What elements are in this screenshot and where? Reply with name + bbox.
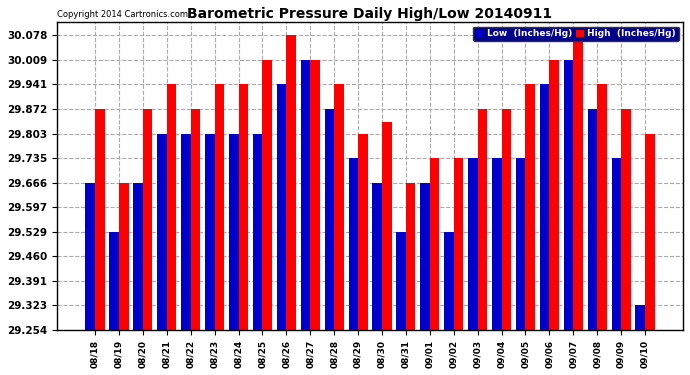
Bar — [382, 122, 391, 330]
Legend: Low  (Inches/Hg), High  (Inches/Hg): Low (Inches/Hg), High (Inches/Hg) — [473, 27, 678, 41]
Bar — [502, 109, 511, 330]
Bar — [95, 109, 105, 330]
Bar — [229, 134, 239, 330]
Bar — [573, 35, 583, 330]
Bar — [110, 232, 119, 330]
Bar — [526, 84, 535, 330]
Bar — [611, 158, 621, 330]
Bar — [262, 60, 272, 330]
Bar — [549, 60, 559, 330]
Bar — [477, 109, 487, 330]
Bar — [143, 109, 152, 330]
Bar — [119, 183, 128, 330]
Bar — [635, 305, 645, 330]
Title: Barometric Pressure Daily High/Low 20140911: Barometric Pressure Daily High/Low 20140… — [188, 7, 553, 21]
Bar — [348, 158, 358, 330]
Bar — [253, 134, 262, 330]
Bar — [190, 109, 200, 330]
Bar — [598, 84, 607, 330]
Bar — [133, 183, 143, 330]
Bar — [396, 232, 406, 330]
Bar — [373, 183, 382, 330]
Bar — [406, 183, 415, 330]
Bar — [277, 84, 286, 330]
Bar — [420, 183, 430, 330]
Bar — [516, 158, 526, 330]
Bar — [358, 134, 368, 330]
Bar — [621, 109, 631, 330]
Bar — [324, 109, 334, 330]
Text: Copyright 2014 Cartronics.com: Copyright 2014 Cartronics.com — [57, 10, 188, 19]
Bar — [454, 158, 463, 330]
Bar — [301, 60, 310, 330]
Bar — [310, 60, 320, 330]
Bar — [444, 232, 454, 330]
Bar — [215, 84, 224, 330]
Bar — [540, 84, 549, 330]
Bar — [205, 134, 215, 330]
Bar — [334, 84, 344, 330]
Bar — [286, 35, 296, 330]
Bar — [86, 183, 95, 330]
Bar — [239, 84, 248, 330]
Bar — [157, 134, 167, 330]
Bar — [181, 134, 190, 330]
Bar — [492, 158, 502, 330]
Bar — [645, 134, 655, 330]
Bar — [588, 109, 598, 330]
Bar — [430, 158, 440, 330]
Bar — [468, 158, 477, 330]
Bar — [564, 60, 573, 330]
Bar — [167, 84, 177, 330]
